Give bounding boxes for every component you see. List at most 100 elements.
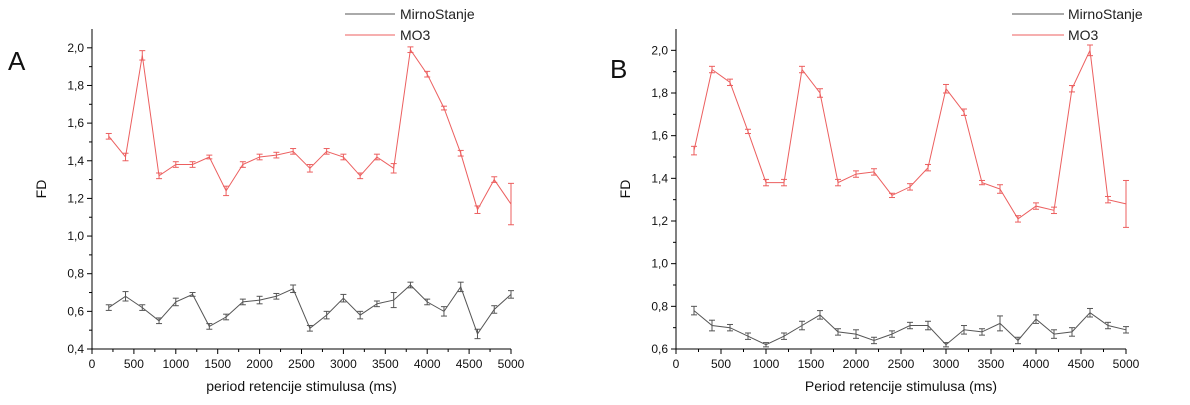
error-bar bbox=[407, 281, 414, 289]
series-mirnostanje bbox=[105, 281, 514, 340]
error-bar bbox=[491, 176, 498, 183]
error-bar bbox=[907, 321, 913, 330]
error-bar bbox=[871, 168, 877, 176]
error-bar bbox=[1069, 85, 1075, 93]
error-bar bbox=[1105, 321, 1111, 330]
error-bar bbox=[273, 292, 280, 300]
error-bar bbox=[122, 291, 129, 302]
error-bar bbox=[871, 336, 877, 345]
error-bar bbox=[889, 192, 895, 199]
error-bar bbox=[961, 108, 967, 116]
x-tick-label: 2000 bbox=[246, 357, 273, 371]
y-tick-label: 1,8 bbox=[651, 86, 668, 100]
error-bar bbox=[961, 325, 967, 335]
x-tick-label: 3500 bbox=[978, 357, 1005, 371]
error-bar bbox=[105, 132, 112, 140]
error-bar bbox=[340, 293, 347, 303]
error-bar bbox=[340, 153, 347, 161]
x-axis-label: period retencije stimulusa (ms) bbox=[206, 378, 397, 394]
error-bar bbox=[709, 319, 715, 332]
error-bar bbox=[457, 281, 464, 293]
error-bar bbox=[189, 161, 196, 168]
x-tick-label: 3000 bbox=[330, 357, 357, 371]
error-bar bbox=[853, 329, 859, 339]
error-bar bbox=[1105, 195, 1111, 204]
x-tick-label: 500 bbox=[711, 357, 731, 371]
error-bar bbox=[474, 328, 481, 340]
error-bar bbox=[390, 292, 397, 309]
y-tick-label: 1,8 bbox=[67, 78, 84, 92]
error-bar bbox=[373, 153, 380, 161]
y-tick-label: 0,4 bbox=[67, 342, 84, 356]
error-bar bbox=[709, 65, 715, 74]
error-bar bbox=[835, 178, 841, 187]
error-bar bbox=[508, 182, 514, 226]
y-tick-label: 2,0 bbox=[67, 41, 84, 55]
error-bar bbox=[1051, 329, 1057, 339]
error-bar bbox=[239, 298, 246, 306]
error-bar bbox=[290, 148, 297, 155]
x-tick-label: 4000 bbox=[1023, 357, 1050, 371]
x-tick-label: 4000 bbox=[414, 357, 441, 371]
error-bar bbox=[925, 163, 931, 172]
error-bar bbox=[907, 183, 913, 191]
error-bar bbox=[139, 50, 146, 61]
error-bar bbox=[306, 324, 313, 332]
x-tick-label: 5000 bbox=[1113, 357, 1140, 371]
y-tick-label: 0,8 bbox=[651, 299, 668, 313]
error-bar bbox=[1123, 326, 1129, 334]
error-bar bbox=[440, 105, 447, 111]
error-bar bbox=[306, 164, 313, 173]
error-bar bbox=[889, 330, 895, 338]
x-tick-label: 500 bbox=[124, 357, 144, 371]
x-tick-label: 4500 bbox=[1068, 357, 1095, 371]
error-bar bbox=[223, 185, 230, 197]
error-bar bbox=[256, 153, 263, 161]
error-bar bbox=[979, 179, 985, 186]
error-bar bbox=[508, 290, 514, 299]
error-bar bbox=[156, 172, 163, 180]
series-line bbox=[108, 48, 512, 211]
y-axis-label: FD bbox=[33, 180, 49, 199]
error-bar bbox=[817, 310, 823, 320]
error-bar bbox=[727, 323, 733, 332]
error-bar bbox=[239, 161, 246, 168]
chart-panel-b: B 0 500 1000 1500 2000 2500 3000 3500 4000 4500 500… bbox=[610, 6, 1143, 394]
error-bar bbox=[817, 88, 823, 98]
error-bar bbox=[206, 154, 213, 160]
x-tick-label: 3000 bbox=[933, 357, 960, 371]
x-tick-label: 1500 bbox=[204, 357, 231, 371]
panel-label: B bbox=[610, 54, 627, 84]
legend-label: MO3 bbox=[1068, 27, 1099, 43]
error-bar bbox=[424, 70, 431, 78]
error-bar bbox=[189, 292, 196, 297]
y-tick-label: 1,6 bbox=[67, 116, 84, 130]
error-bar bbox=[323, 310, 330, 320]
error-bar bbox=[1069, 327, 1075, 337]
y-tick-label: 2,0 bbox=[651, 43, 668, 57]
error-bar bbox=[357, 310, 364, 320]
error-bar bbox=[727, 78, 733, 87]
x-tick-label: 2000 bbox=[843, 357, 870, 371]
error-bar bbox=[997, 184, 1003, 194]
error-bar bbox=[853, 170, 859, 178]
error-bar bbox=[122, 152, 129, 162]
legend-label: MirnoStanje bbox=[400, 6, 475, 22]
x-tick-label: 2500 bbox=[288, 357, 315, 371]
error-bar bbox=[943, 342, 949, 348]
error-bar bbox=[1015, 336, 1021, 345]
error-bar bbox=[1087, 307, 1093, 318]
y-tick-label: 0,6 bbox=[67, 304, 84, 318]
y-tick-label: 1,2 bbox=[67, 191, 84, 205]
error-bar bbox=[781, 178, 787, 187]
error-bar bbox=[691, 305, 697, 316]
error-bar bbox=[440, 306, 447, 317]
error-bar bbox=[223, 313, 230, 321]
error-bar bbox=[373, 300, 380, 308]
error-bar bbox=[745, 332, 751, 340]
chart-panel-a: A 0 500 1000 1500 2000 2500 3000 3500 4000 4500 500… bbox=[8, 6, 525, 394]
error-bar bbox=[256, 295, 263, 305]
y-tick-label: 1,4 bbox=[651, 171, 668, 185]
error-bar bbox=[273, 151, 280, 159]
panel-label: A bbox=[8, 46, 26, 76]
